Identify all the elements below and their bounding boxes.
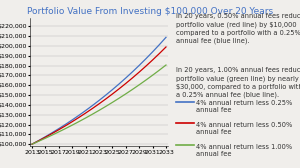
Text: In 20 years, 0.50% annual fees reduce
portfolio value (red line) by $10,000
comp: In 20 years, 0.50% annual fees reduce po… <box>176 13 300 45</box>
Text: 4% annual return less 0.50%
annual fee: 4% annual return less 0.50% annual fee <box>196 122 293 135</box>
Text: 4% annual return less 1.00%
annual fee: 4% annual return less 1.00% annual fee <box>196 144 292 157</box>
Text: Portfolio Value From Investing $100,000 Over 20 Years: Portfolio Value From Investing $100,000 … <box>27 7 273 16</box>
Text: In 20 years, 1.00% annual fees reduce
portfolio value (green line) by nearly
$30: In 20 years, 1.00% annual fees reduce po… <box>176 67 300 98</box>
Text: 4% annual return less 0.25%
annual fee: 4% annual return less 0.25% annual fee <box>196 100 293 113</box>
